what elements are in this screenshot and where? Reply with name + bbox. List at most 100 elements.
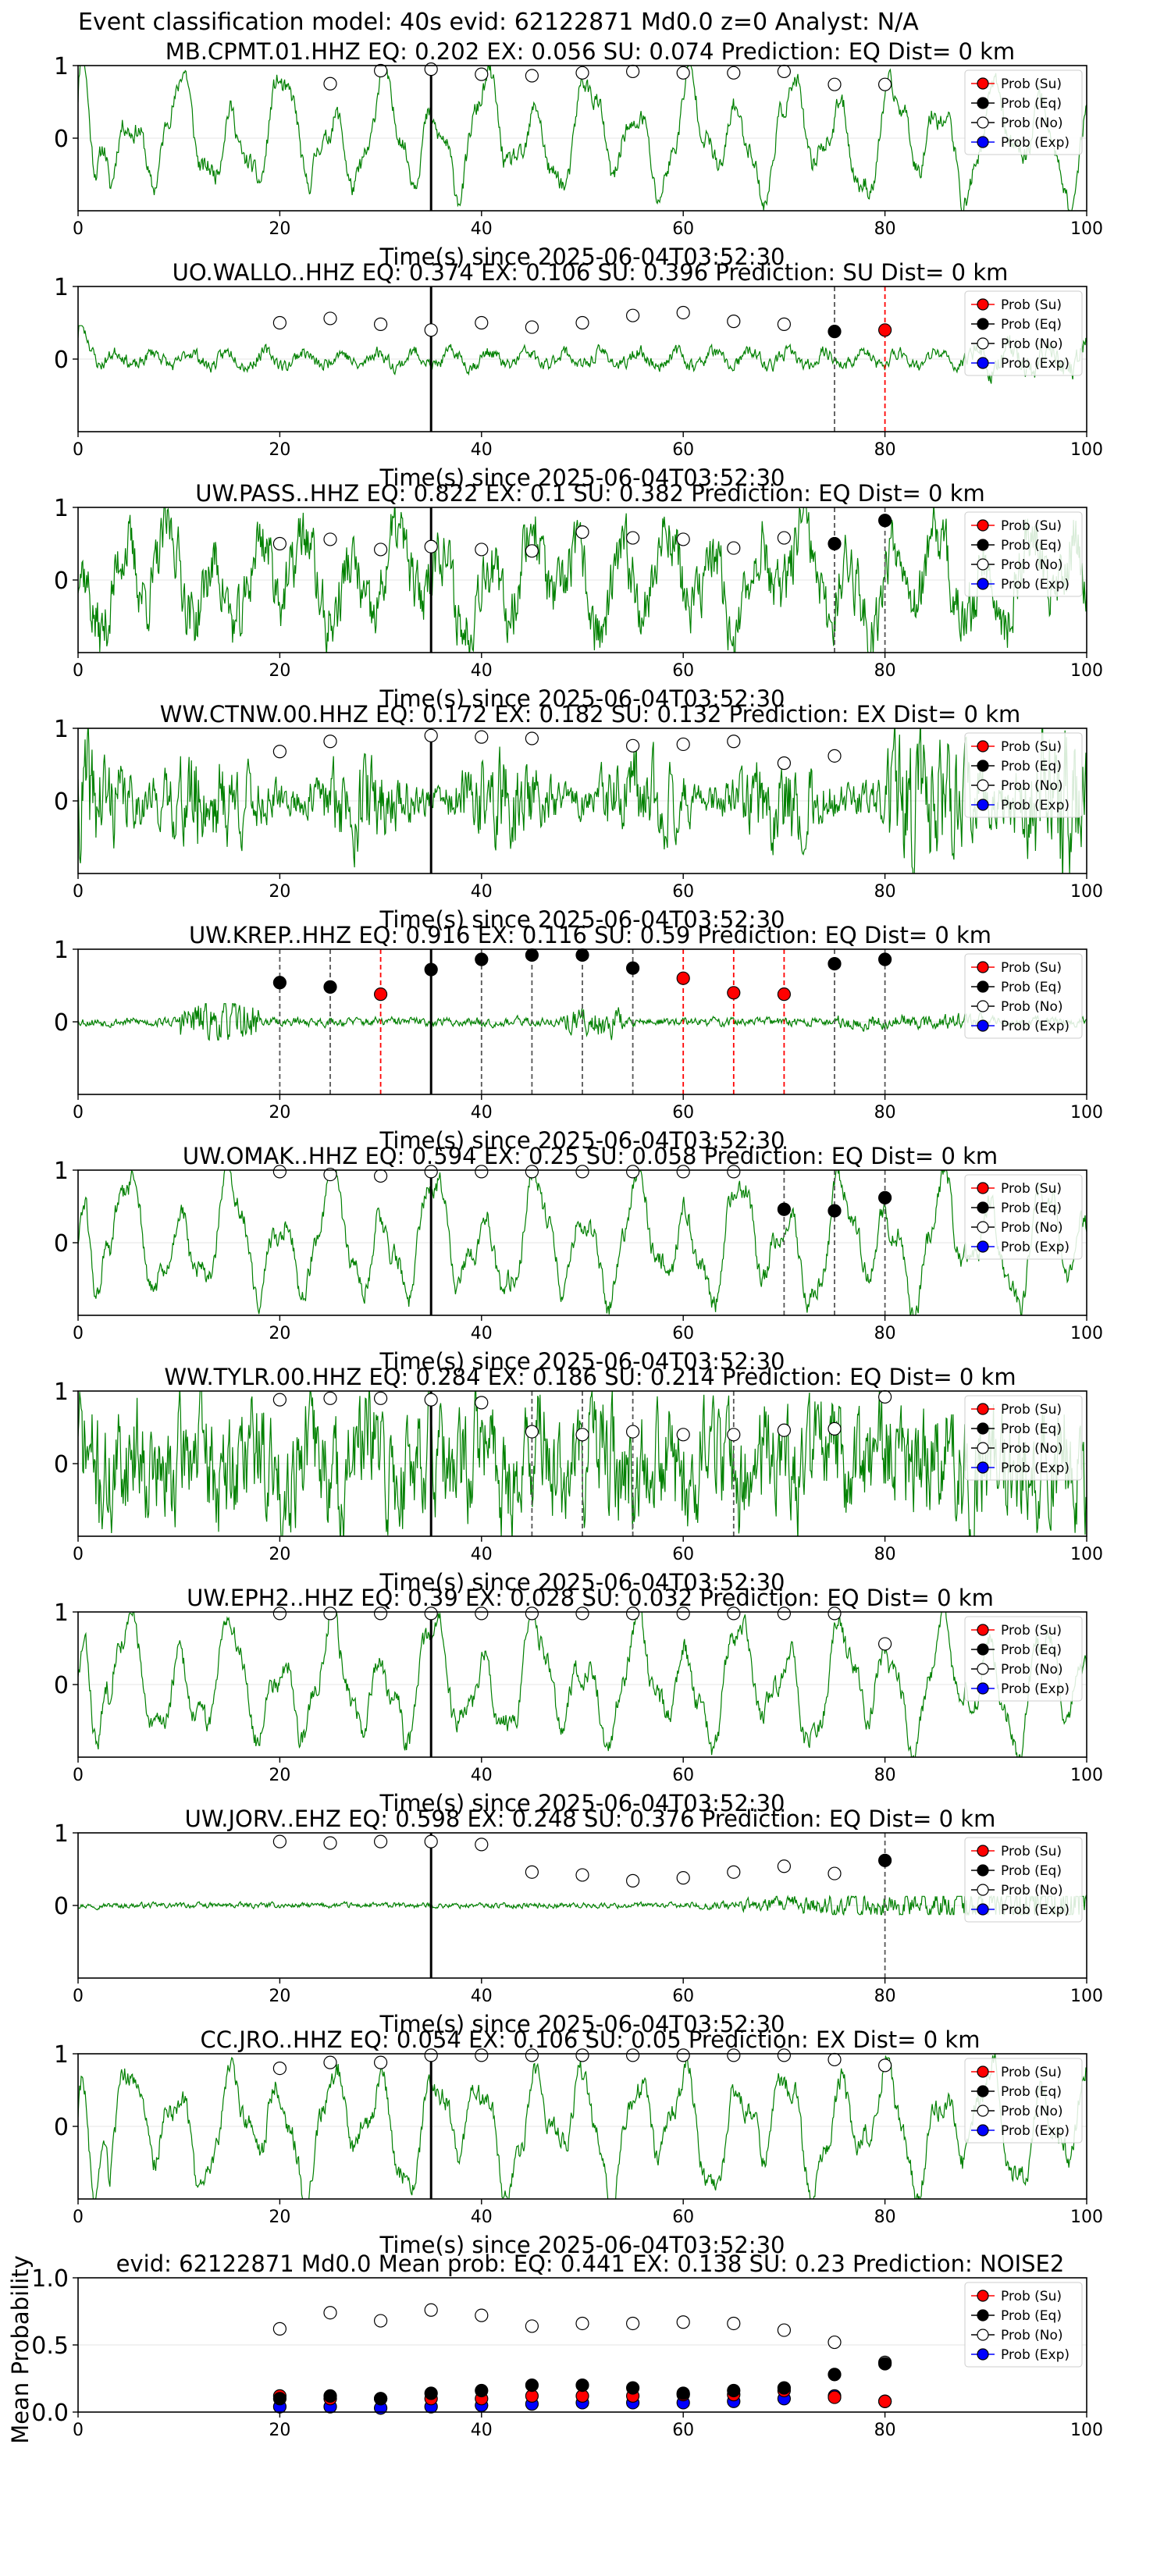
y-tick-label: 0: [54, 2114, 69, 2141]
prob-no-point: [828, 2335, 842, 2350]
panel-title: UW.PASS..HHZ EQ: 0.822 EX: 0.1 SU: 0.382…: [195, 480, 985, 507]
x-tick-label: 80: [874, 1545, 896, 1564]
prob-no-point: [625, 1606, 640, 1621]
x-axis-label: Time(s) since 2025-06-04T03:52:30: [379, 2232, 785, 2258]
prob-no-point: [424, 1165, 438, 1179]
legend-exp-marker: [977, 2348, 989, 2361]
x-tick-label: 0: [73, 661, 84, 681]
legend-box: [964, 1837, 1083, 1923]
prob-eq-point: [777, 2381, 792, 2395]
legend-su-label: Prob (Su): [1001, 739, 1062, 755]
y-tick-label: 1: [54, 1158, 69, 1185]
legend-su-label: Prob (Su): [1001, 297, 1062, 313]
prob-no-point: [625, 531, 640, 545]
legend: Prob (Su) Prob (Eq) Prob (No) Prob (Exp): [964, 1174, 1083, 1260]
x-tick-label: 0: [73, 2208, 84, 2227]
panel-6: 0 20 40 60 80 100 1 0 UW.OMAK..HHZ EQ: 0.594 EX:…: [54, 1143, 1103, 1375]
prob-no-point: [374, 1834, 388, 1848]
y-tick-label: 0: [54, 1893, 69, 1920]
x-tick-label: 80: [874, 1324, 896, 1343]
legend-eq-marker: [977, 760, 989, 772]
panel-title: WW.CTNW.00.HHZ EQ: 0.172 EX: 0.182 SU: 0…: [160, 701, 1021, 728]
prob-no-point: [272, 1834, 287, 1848]
legend: Prob (Su) Prob (Eq) Prob (No) Prob (Exp): [964, 2058, 1083, 2144]
legend-eq-label: Prob (Eq): [1001, 1201, 1062, 1216]
prob-eq-point: [424, 962, 438, 977]
x-tick-label: 60: [672, 661, 694, 681]
legend-no-label: Prob (No): [1001, 1662, 1063, 1678]
x-tick-label: 40: [471, 1324, 493, 1343]
seismogram-trace: [78, 2054, 1087, 2199]
prob-no-point: [877, 77, 892, 91]
legend-exp-label: Prob (Exp): [1001, 2123, 1070, 2139]
x-axis-label: Time(s) since 2025-06-04T03:52:30: [379, 1127, 785, 1154]
legend-exp-label: Prob (Exp): [1001, 1461, 1070, 1476]
prob-no-point: [575, 1606, 589, 1621]
prob-no-point: [575, 66, 589, 80]
x-tick-label: 40: [471, 2208, 493, 2227]
x-tick-label: 20: [269, 1103, 290, 1123]
legend-no-marker: [977, 1884, 989, 1896]
legend-su-label: Prob (Su): [1001, 2289, 1062, 2304]
prob-no-point: [525, 544, 539, 558]
seismogram-trace: [78, 325, 1087, 384]
panel-title: UW.EPH2..HHZ EQ: 0.39 EX: 0.028 SU: 0.03…: [187, 1585, 994, 1611]
prob-eq-point: [676, 2386, 690, 2400]
y-tick-label: 0: [54, 126, 69, 153]
legend-box: [964, 1395, 1083, 1481]
legend-no-marker: [977, 1221, 989, 1233]
legend-eq-marker: [977, 1864, 989, 1877]
legend-box: [964, 953, 1083, 1039]
legend-box: [964, 290, 1083, 376]
prob-no-point: [323, 2306, 337, 2320]
prob-no-point: [424, 323, 438, 337]
y-tick-label: 1: [54, 2041, 69, 2069]
panel-title: UW.KREP..HHZ EQ: 0.916 EX: 0.116 SU: 0.5…: [189, 922, 991, 948]
prob-no-point: [676, 1428, 690, 1442]
prob-eq-point: [877, 514, 892, 528]
x-tick-label: 100: [1070, 661, 1103, 681]
y-tick-label: 1: [54, 1599, 69, 1627]
prob-no-point: [676, 1165, 690, 1179]
prob-no-point: [475, 2308, 489, 2322]
legend-eq-label: Prob (Eq): [1001, 759, 1062, 774]
prob-eq-point: [475, 952, 489, 966]
x-tick-label: 20: [269, 2421, 290, 2440]
legend: Prob (Su) Prob (Eq) Prob (No) Prob (Exp): [964, 732, 1083, 818]
prob-no-point: [575, 2048, 589, 2062]
legend: Prob (Su) Prob (Eq) Prob (No) Prob (Exp): [964, 1395, 1083, 1481]
legend-su-label: Prob (Su): [1001, 1623, 1062, 1638]
y-tick-label: 0.0: [31, 2400, 69, 2427]
prob-su-point: [828, 2390, 842, 2404]
y-tick-label: 0: [54, 1009, 69, 1037]
x-tick-label: 0: [73, 440, 84, 460]
legend-eq-label: Prob (Eq): [1001, 317, 1062, 333]
prob-no-point: [323, 1606, 337, 1621]
x-tick-label: 80: [874, 1987, 896, 2006]
legend-no-label: Prob (No): [1001, 1441, 1063, 1457]
legend-no-marker: [977, 2329, 989, 2341]
prob-no-point: [625, 738, 640, 753]
x-tick-label: 0: [73, 1987, 84, 2006]
prob-su-point: [777, 987, 792, 1002]
x-tick-label: 40: [471, 882, 493, 902]
panel-title: UO.WALLO..HHZ EQ: 0.374 EX: 0.106 SU: 0.…: [173, 259, 1009, 286]
prob-su-point: [877, 2394, 892, 2408]
x-tick-label: 100: [1070, 882, 1103, 902]
panel-3: 0 20 40 60 80 100 1 0 UW.PASS..HHZ EQ: 0.822 EX:…: [54, 480, 1103, 712]
legend-su-label: Prob (Su): [1001, 2065, 1062, 2080]
prob-no-point: [727, 1865, 741, 1879]
x-tick-label: 40: [471, 661, 493, 681]
x-axis-label: Time(s) since 2025-06-04T03:52:30: [379, 685, 785, 712]
y-tick-label: 0: [54, 1230, 69, 1258]
prob-no-point: [525, 1165, 539, 1179]
legend-eq-label: Prob (Eq): [1001, 2308, 1062, 2324]
panel-title: MB.CPMT.01.HHZ EQ: 0.202 EX: 0.056 SU: 0…: [166, 38, 1015, 65]
x-axis-label: Time(s) since 2025-06-04T03:52:30: [379, 1348, 785, 1375]
prob-no-point: [323, 735, 337, 749]
prob-no-point: [475, 1838, 489, 1852]
legend-exp-label: Prob (Exp): [1001, 356, 1070, 372]
prob-no-point: [625, 1425, 640, 1439]
x-axis-label: Time(s) since 2025-06-04T03:52:30: [379, 464, 785, 491]
